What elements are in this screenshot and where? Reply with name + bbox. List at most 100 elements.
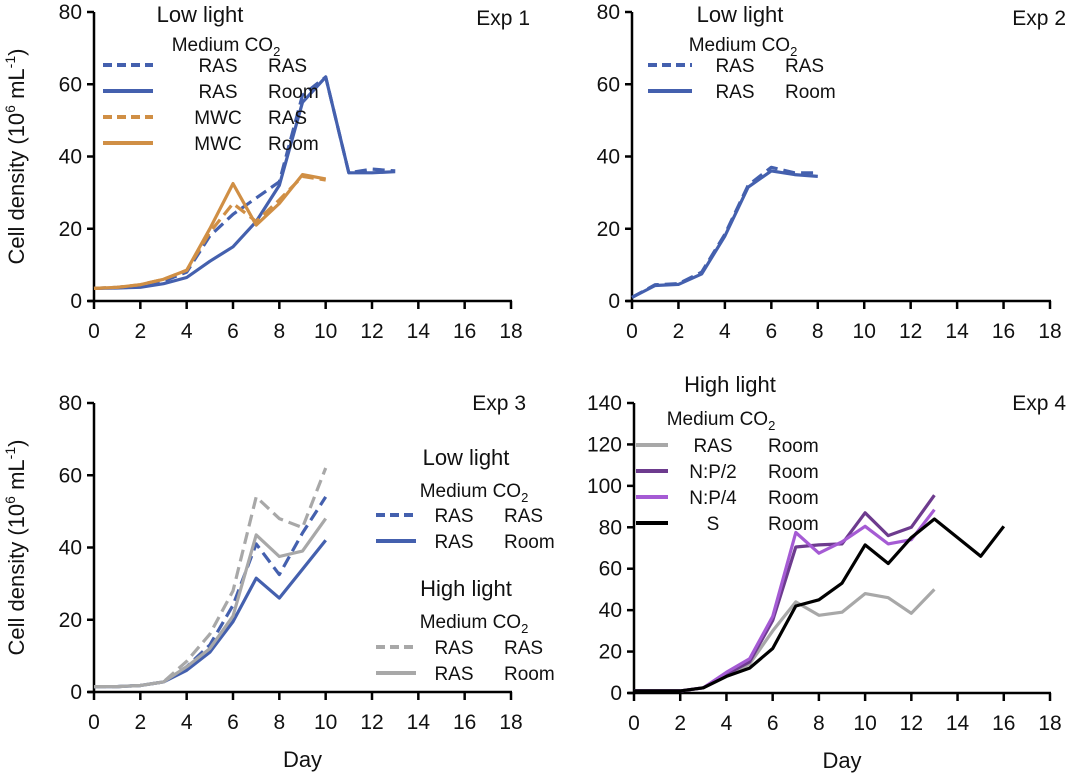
legend-co2: RAS — [268, 56, 307, 77]
x-tick-label: 14 — [407, 320, 431, 343]
legend-header-medium: Medium — [689, 35, 762, 56]
legend-medium: RAS — [434, 532, 473, 553]
legend-medium: MWC — [194, 108, 241, 129]
x-tick-label: 18 — [1038, 712, 1061, 735]
y-axis-title-superscript: -1 — [2, 56, 18, 69]
panel-3: 0 20 40 60 80 0 2 4 6 8 10 12 14 16 18 Day Cell density … — [2, 392, 555, 772]
x-tick-label: 12 — [900, 712, 923, 735]
x-tick-label: 16 — [453, 320, 476, 343]
y-axis-title-text: Cell density (10 — [4, 504, 29, 656]
series-line-4 — [94, 517, 328, 689]
panel-label: Exp 1 — [476, 7, 530, 30]
legend-co2: Room — [768, 514, 819, 535]
legend-header: Medium CO2 — [689, 35, 798, 59]
x-tick-label: 6 — [227, 711, 239, 734]
y-tick-label: 60 — [59, 73, 82, 96]
y-tick-label: 80 — [599, 516, 622, 539]
x-tick-label: 18 — [499, 711, 522, 734]
x-axis-title: Day — [283, 747, 322, 772]
y-axis-title-superscript: -1 — [2, 447, 18, 460]
x-tick-label: 4 — [181, 320, 193, 343]
legend-header-medium: Medium — [667, 409, 740, 430]
x-tick-label: 8 — [273, 711, 285, 734]
series-line-2 — [94, 539, 327, 689]
panel-2: 0 20 40 60 80 0 2 4 6 8 10 12 14 16 18 Exp 2 Low light Me… — [597, 1, 1066, 343]
legend-co2: RAS — [268, 108, 307, 129]
series-line-1 — [93, 75, 396, 290]
series-line-1 — [631, 165, 818, 299]
x-tick-label: 18 — [1038, 320, 1061, 343]
y-axis-title-text: mL — [4, 68, 29, 105]
panel-label: Exp 4 — [1012, 392, 1066, 415]
legend-medium: RAS — [715, 56, 754, 77]
y-tick-label: 100 — [587, 475, 622, 498]
legend-header-co2: CO — [762, 35, 791, 56]
x-tick-label: 0 — [626, 320, 638, 343]
legend-header-subscript: 2 — [790, 44, 797, 59]
panel-label: Exp 2 — [1012, 7, 1066, 30]
legend-co2: Room — [504, 532, 555, 553]
x-tick-label: 10 — [314, 320, 337, 343]
legend-medium: N:P/4 — [689, 488, 737, 509]
legend-co2: RAS — [504, 638, 543, 659]
panel-label: Exp 3 — [472, 392, 526, 415]
legend-co2: RAS — [504, 506, 543, 527]
legend-header-subscript: 2 — [768, 418, 775, 433]
y-tick-label: 120 — [587, 433, 622, 456]
x-tick-label: 12 — [360, 320, 383, 343]
y-axis-title: Cell density (106 mL-1) — [2, 440, 29, 656]
x-tick-label: 6 — [767, 712, 779, 735]
y-tick-label: 40 — [599, 599, 622, 622]
legend-co2: Room — [768, 436, 819, 457]
x-tick-label: 14 — [946, 712, 970, 735]
x-tick-label: 2 — [673, 320, 685, 343]
legend-header-medium: Medium — [420, 612, 493, 633]
x-tick-label: 12 — [899, 320, 922, 343]
y-axis-title-text: Cell density (10 — [4, 113, 29, 265]
legend-medium: RAS — [715, 82, 754, 103]
legend-header: Medium CO2 — [667, 409, 776, 433]
legend-header-medium: Medium — [420, 481, 493, 502]
x-tick-label: 2 — [134, 711, 146, 734]
legend-co2: RAS — [785, 56, 824, 77]
legend-header-subscript: 2 — [521, 490, 528, 505]
legend-title: Low light — [697, 2, 784, 27]
series-line-1 — [634, 588, 936, 693]
y-tick-label: 20 — [597, 218, 620, 241]
x-tick-label: 8 — [273, 320, 285, 343]
series-line-1 — [94, 496, 328, 689]
panel-1: 0 20 40 60 80 0 2 4 6 8 10 12 14 16 18 Cell density (10… — [2, 1, 530, 343]
x-tick-label: 2 — [134, 320, 146, 343]
x-tick-label: 8 — [812, 320, 824, 343]
x-tick-label: 16 — [453, 711, 476, 734]
x-tick-label: 6 — [227, 320, 239, 343]
legend-co2: Room — [268, 134, 319, 155]
x-tick-label: 4 — [719, 320, 731, 343]
legend-header: Medium CO2 — [420, 612, 529, 636]
legend-title: Low light — [157, 2, 244, 27]
series-line-4 — [634, 517, 1006, 693]
y-tick-label: 20 — [599, 641, 622, 664]
legend-co2: Room — [768, 462, 819, 483]
y-tick-label: 20 — [59, 609, 82, 632]
legend-co2: Room — [768, 488, 819, 509]
x-tick-label: 18 — [499, 320, 522, 343]
legend-medium: RAS — [434, 506, 473, 527]
y-tick-label: 0 — [610, 682, 622, 705]
y-tick-label: 0 — [70, 681, 82, 704]
x-tick-label: 10 — [853, 712, 876, 735]
series-line-4 — [93, 173, 326, 290]
legend-medium: RAS — [434, 638, 473, 659]
y-tick-label: 60 — [599, 558, 622, 581]
y-tick-label: 60 — [59, 464, 82, 487]
legend-header-co2: CO — [493, 481, 522, 502]
legend-medium: RAS — [693, 436, 732, 457]
legend-header-co2: CO — [245, 35, 274, 56]
y-tick-label: 80 — [59, 1, 82, 24]
y-tick-label: 0 — [608, 290, 620, 313]
legend-medium: S — [707, 514, 720, 535]
legend-header-subscript: 2 — [521, 621, 528, 636]
y-axis-title-superscript: 6 — [2, 105, 18, 113]
legend-header-co2: CO — [740, 409, 769, 430]
legend-header-subscript: 2 — [273, 44, 280, 59]
